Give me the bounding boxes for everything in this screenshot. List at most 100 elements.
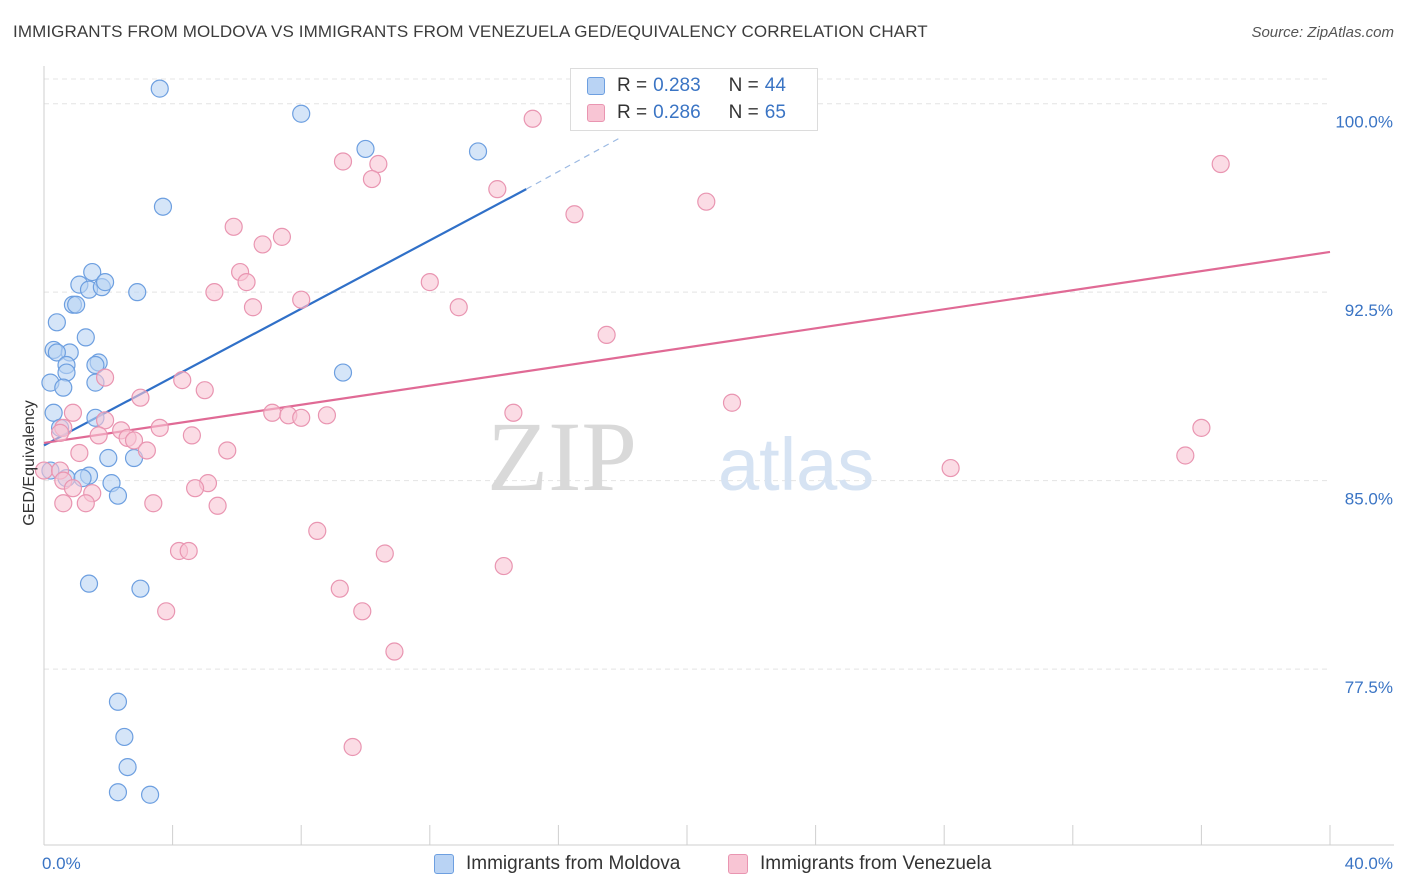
data-points [34,79,1230,804]
venezuela-point [565,205,584,224]
correlation-legend: R = 0.283 N = 44 R = 0.286 N = 65 [570,68,818,131]
legend-row-moldova: R = 0.283 N = 44 [587,74,786,98]
legend-row-venezuela: R = 0.286 N = 65 [587,101,786,125]
moldova-trend-line [43,188,527,447]
y-axis-label: GED/Equivalency [21,400,38,525]
venezuela-point [523,109,542,128]
gridlines [44,78,1330,670]
moldova-point [47,343,66,362]
venezuela-point [237,273,256,292]
venezuela-point [317,406,337,425]
venezuela-point [137,441,156,460]
venezuela-point [89,426,108,445]
moldova-point [67,295,86,314]
venezuela-point [941,458,960,478]
venezuela-swatch [587,104,605,122]
venezuela-point [95,411,115,430]
venezuela-point [195,381,214,400]
venezuela-point [208,496,227,515]
moldova-swatch [587,77,605,95]
venezuela-point [179,541,198,561]
venezuela-point [420,273,439,292]
moldova-point [83,262,102,282]
venezuela-point [182,426,201,445]
moldova-point [95,273,115,292]
moldova-point [115,727,134,747]
moldova-point [150,79,169,98]
venezuela-point [597,325,616,344]
venezuela-point [330,579,349,598]
venezuela-point [385,642,404,661]
moldova-point [131,579,150,598]
moldova-point [140,785,160,804]
venezuela-n-label: N = [728,102,759,123]
bottom-venezuela-label: Immigrants from Venezuela [760,853,992,874]
venezuela-trend-line [43,250,1331,445]
moldova-point [356,139,375,159]
venezuela-point [1211,154,1230,174]
y-tick-label: 85.0% [1345,490,1393,509]
x-tick-label: 40.0% [1345,854,1393,873]
moldova-point [79,574,99,593]
moldova-point [76,328,95,347]
moldova-trend-extension [525,135,623,190]
venezuela-point [144,494,163,513]
venezuela-point [124,431,144,450]
venezuela-point [63,479,83,498]
venezuela-point [173,371,192,390]
venezuela-point [292,290,311,309]
venezuela-point [1192,418,1211,437]
venezuela-point [186,479,205,498]
source-label: Source: ZipAtlas.com [1251,24,1394,41]
venezuela-point [253,235,272,254]
venezuela-point [54,494,73,513]
venezuela-point [343,737,362,757]
venezuela-point [1176,446,1195,465]
venezuela-point [205,283,224,302]
moldova-point [118,757,137,777]
y-tick-label: 100.0% [1335,113,1393,132]
venezuela-r-label: R = [617,102,648,123]
venezuela-point [292,408,311,427]
moldova-point [468,142,488,161]
venezuela-point [504,403,523,422]
venezuela-point [488,180,507,199]
moldova-point [108,692,128,711]
y-tick-label: 77.5% [1345,678,1393,697]
venezuela-point [722,393,742,412]
moldova-point [108,486,128,505]
venezuela-point [494,556,513,576]
moldova-point [153,197,173,216]
venezuela-point [263,403,282,422]
venezuela-point [449,298,468,317]
venezuela-point [375,544,394,563]
watermark-atlas: atlas [718,423,874,506]
bottom-venezuela-swatch [728,854,748,874]
venezuela-point [369,154,388,174]
trend-lines [43,135,1331,447]
moldova-point [54,378,73,397]
moldova-point [128,283,147,302]
venezuela-point [131,388,150,407]
bottom-moldova-label: Immigrants from Moldova [466,853,681,874]
venezuela-point [76,494,95,513]
venezuela-point [157,602,176,621]
venezuela-point [308,521,327,540]
venezuela-point [333,152,353,171]
moldova-point [333,363,353,382]
venezuela-point [95,368,115,387]
moldova-r-label: R = [617,75,648,96]
moldova-point [44,403,63,422]
bottom-legend-venezuela: Immigrants from Venezuela [728,853,991,875]
venezuela-point [150,418,169,437]
chart-title: IMMIGRANTS FROM MOLDOVA VS IMMIGRANTS FR… [13,22,928,41]
venezuela-point [697,192,716,211]
bottom-legend-moldova: Immigrants from Moldova [434,853,680,875]
bottom-moldova-swatch [434,854,454,874]
venezuela-point [218,441,237,460]
venezuela-point [34,461,54,480]
tick-labels: 100.0% 92.5% 85.0% 77.5% 0.0% 40.0% [42,113,1393,873]
moldova-n-label: N = [728,75,759,96]
moldova-point [99,448,118,468]
